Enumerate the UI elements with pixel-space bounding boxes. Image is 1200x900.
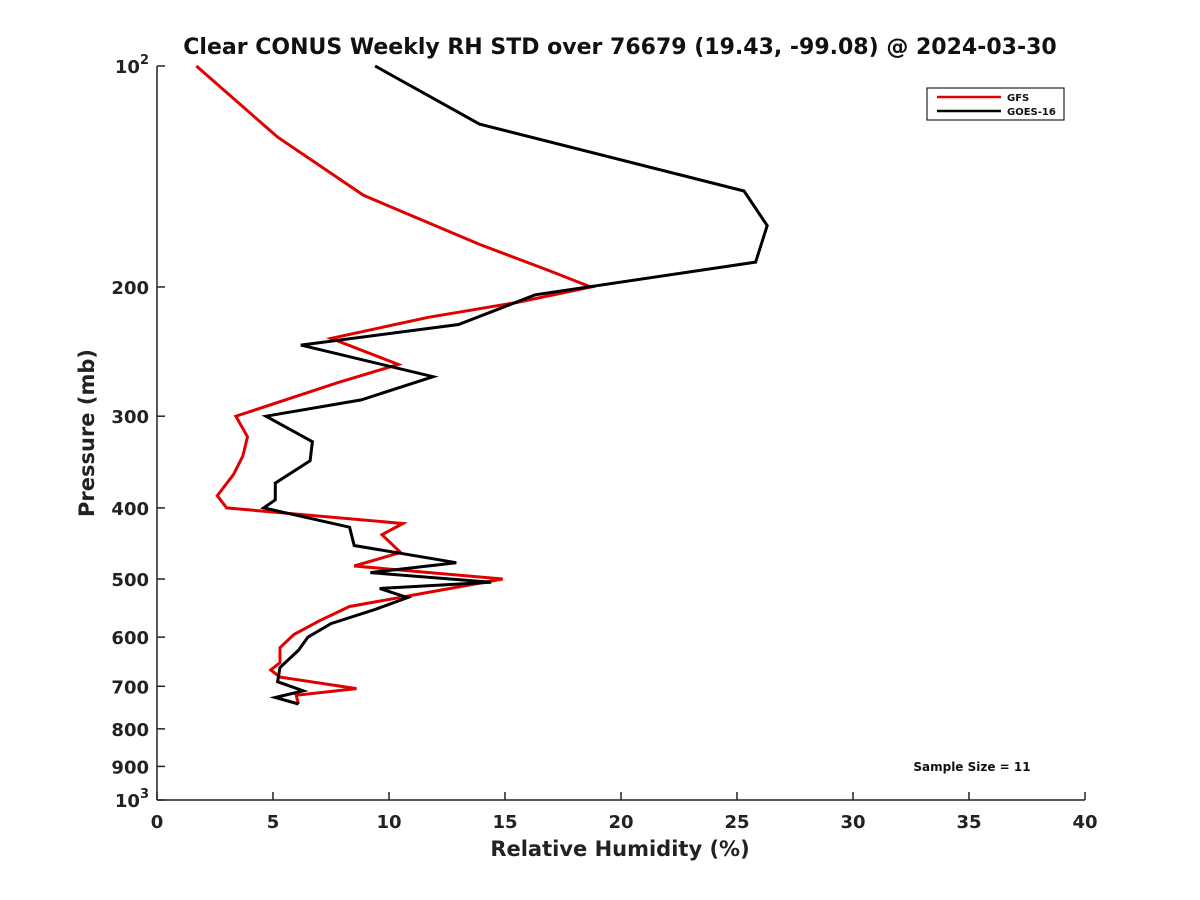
x-axis-label: Relative Humidity (%)	[490, 837, 749, 861]
x-tick-label: 0	[151, 812, 164, 833]
y-tick-label: 500	[111, 570, 149, 591]
x-tick-label: 35	[956, 812, 981, 833]
x-tick-label: 10	[376, 812, 401, 833]
x-tick-label: 20	[608, 812, 633, 833]
y-tick-label: 400	[111, 499, 149, 520]
x-tick-label: 30	[840, 812, 865, 833]
sample-size-annotation: Sample Size = 11	[913, 760, 1030, 774]
legend: GFS GOES-16	[926, 87, 1065, 121]
series-line-goes-16	[260, 64, 769, 706]
y-tick-label: 700	[111, 677, 149, 698]
x-tick-label: 5	[267, 812, 280, 833]
series-layer	[195, 64, 769, 706]
y-axis-label: Pressure (mb)	[75, 349, 99, 517]
y-tick-label: 103	[115, 787, 149, 812]
y-tick-label: 800	[111, 720, 149, 741]
y-tick-label: 102	[115, 53, 149, 78]
x-tick-label: 15	[492, 812, 517, 833]
y-tick-label: 600	[111, 628, 149, 649]
y-tick-label: 200	[111, 278, 149, 299]
y-tick-label: 300	[111, 407, 149, 428]
y-tick-label: 900	[111, 757, 149, 778]
y-axis-ticks: 102 200 300 400 500 600 700 800 900 103	[111, 53, 165, 812]
legend-label-goes-16: GOES-16	[1007, 107, 1056, 118]
x-axis-ticks: 0 5 10 15 20 25 30 35 40	[151, 792, 1098, 833]
series-line-gfs	[195, 64, 597, 705]
x-tick-label: 40	[1072, 812, 1097, 833]
chart-title: Clear CONUS Weekly RH STD over 76679 (19…	[183, 35, 1056, 60]
x-tick-label: 25	[724, 812, 749, 833]
legend-label-gfs: GFS	[1007, 93, 1029, 104]
legend-box	[926, 87, 1065, 121]
